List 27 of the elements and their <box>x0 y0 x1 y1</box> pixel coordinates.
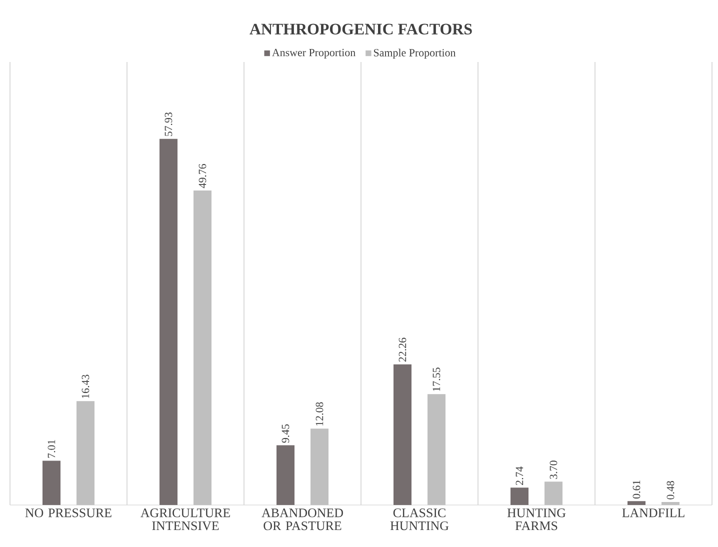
x-tick-label: ABANDONED OR PASTURE <box>262 508 343 530</box>
data-label: 9.45 <box>282 424 290 443</box>
x-tick-label: AGRICULTURE INTENSIVE <box>140 508 230 530</box>
bar <box>160 138 178 505</box>
bar <box>276 445 294 505</box>
x-tick-label: CLASSIC HUNTING <box>390 508 449 530</box>
x-tick-label: HUNTING FARMS <box>507 508 566 530</box>
bar <box>394 364 412 505</box>
x-tick-label: LANDFILL <box>622 508 684 518</box>
data-label: 57.93 <box>164 112 172 136</box>
data-label: 22.26 <box>398 338 406 362</box>
bar <box>510 488 529 505</box>
legend-label: Sample Proportion <box>374 48 456 59</box>
bar <box>42 460 60 505</box>
data-label: 0.61 <box>632 480 640 499</box>
bar <box>628 501 646 505</box>
data-label: 2.74 <box>516 466 524 486</box>
chart-title: ANTHROPOGENIC FACTORS <box>250 24 472 34</box>
data-label: 0.48 <box>666 481 674 500</box>
data-label: 3.70 <box>550 460 558 479</box>
data-label: 49.76 <box>198 164 206 188</box>
legend-label: Answer Proportion <box>272 48 356 58</box>
x-tick-label: NO PRESSURE <box>25 508 112 518</box>
data-label: 12.08 <box>316 402 324 426</box>
data-label: 17.55 <box>432 368 440 391</box>
data-label: 16.43 <box>82 374 90 398</box>
data-label: 7.01 <box>48 440 56 458</box>
